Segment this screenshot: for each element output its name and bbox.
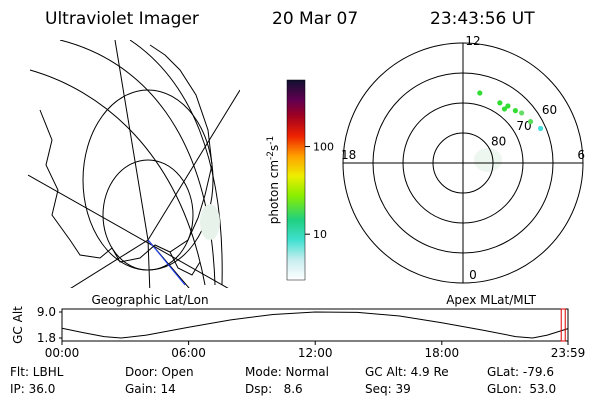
time-marker — [560, 308, 566, 342]
polar-mlt-label: 18 — [341, 148, 356, 162]
y-tick-label: 9.0 — [37, 305, 56, 319]
info-panel: Flt: LBHL Door: Open Mode: Normal GC Alt: 4… — [10, 365, 556, 396]
info-field: IP: 36.0 — [10, 382, 55, 396]
colorbar-tick-label: 100 — [313, 141, 334, 154]
aurora-point — [537, 125, 544, 132]
left-panel-label: Geographic Lat/Lon — [91, 293, 208, 307]
colorbar-label: photon cm-2s-1 — [266, 136, 281, 225]
polar-glow — [474, 148, 502, 172]
geo-map — [28, 40, 240, 288]
aurora-point — [505, 103, 511, 109]
title: Ultraviolet Imager — [45, 9, 199, 29]
aurora-point — [497, 100, 503, 106]
x-tick-label: 06:00 — [171, 346, 206, 360]
colorbar-label-base: photon cm — [267, 160, 281, 224]
polar-ring-label: 60 — [542, 103, 557, 117]
polar-mlt-label: 0 — [469, 268, 477, 282]
info-field: Mode: Normal — [245, 365, 329, 379]
right-panel-label: Apex MLat/MLT — [446, 293, 536, 307]
x-tick-label: 23:59 — [551, 346, 586, 360]
info-field: Flt: LBHL — [10, 365, 64, 379]
info-field: GC Alt: 4.9 Re — [365, 365, 449, 379]
aurora-point — [501, 106, 508, 112]
info-field: Gain: 14 — [125, 382, 176, 396]
aurora-point — [512, 108, 518, 114]
time: 23:43:56 UT — [430, 9, 535, 29]
timeline-ylabel: GC Alt — [11, 306, 25, 344]
x-tick-label: 12:00 — [298, 346, 333, 360]
polar-mlt-label: 6 — [577, 148, 585, 162]
colorbar-label-exp: -2 — [266, 151, 276, 160]
info-field: GLon: 53.0 — [487, 382, 556, 396]
aurora-point — [477, 90, 483, 96]
aurora-point — [527, 119, 534, 125]
polar-mlt-label: 12 — [465, 34, 480, 48]
x-tick-label: 00:00 — [45, 346, 80, 360]
colorbar-label-exp: -1 — [266, 136, 276, 145]
timeline: 9.0 1.800:00 06:00 12:00 18:00 23:59 — [37, 305, 585, 360]
polar-ring-label: 70 — [516, 119, 531, 133]
info-field: GLat: -79.6 — [487, 365, 554, 379]
date: 20 Mar 07 — [272, 9, 358, 29]
colorbar-tick-label: 10 — [313, 228, 327, 241]
info-field: Seq: 39 — [365, 382, 411, 396]
colorbar — [286, 79, 306, 281]
info-field: Dsp: 8.6 — [245, 382, 303, 396]
polar-ring-label: 80 — [491, 135, 506, 149]
colorbar-ticks: 100 10 — [305, 141, 334, 241]
x-tick-label: 18:00 — [425, 346, 460, 360]
altitude-line — [61, 311, 569, 339]
colorbar-label-unit: s — [267, 145, 281, 151]
aurora-point — [519, 110, 525, 116]
y-tick-label: 1.8 — [37, 331, 56, 345]
info-field: Door: Open — [125, 365, 194, 379]
